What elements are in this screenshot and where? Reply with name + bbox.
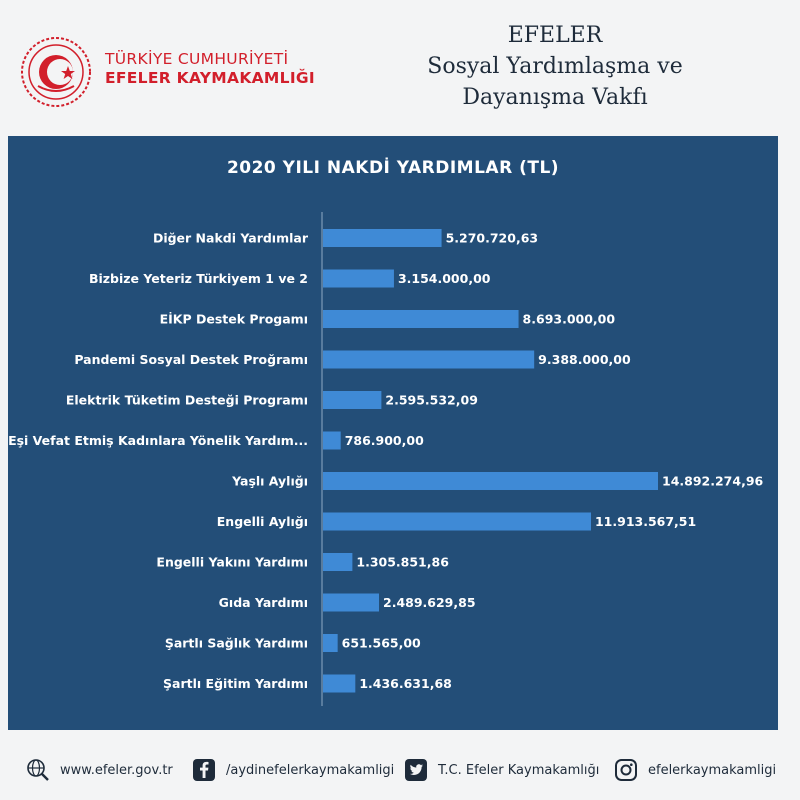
twitter-icon — [405, 759, 427, 781]
instagram-icon — [615, 759, 637, 781]
value-label: 1.305.851,86 — [356, 555, 449, 570]
value-label: 9.388.000,00 — [538, 352, 631, 367]
category-label: Şartlı Sağlık Yardımı — [165, 636, 308, 651]
value-label: 14.892.274,96 — [662, 474, 764, 489]
bar — [323, 310, 519, 328]
value-label: 5.270.720,63 — [446, 231, 539, 246]
facebook-link[interactable]: /aydinefelerkaymakamligi — [192, 758, 394, 782]
header: TÜRKİYE CUMHURİYETİ EFELER KAYMAKAMLIĞI … — [0, 0, 800, 136]
instagram-link[interactable]: efelerkaymakamligi — [614, 758, 776, 782]
category-label: Gıda Yardımı — [219, 595, 308, 610]
value-label: 8.693.000,00 — [523, 312, 616, 327]
website-text: www.efeler.gov.tr — [60, 762, 173, 778]
value-label: 651.565,00 — [342, 636, 421, 651]
twitter-link[interactable]: T.C. Efeler Kaymakamlığı — [404, 758, 599, 782]
bar — [323, 350, 535, 369]
category-label: Bizbize Yeteriz Türkiyem 1 ve 2 — [89, 271, 308, 286]
twitter-text: T.C. Efeler Kaymakamlığı — [438, 762, 600, 778]
category-label: Pandemi Sosyal Destek Proğramı — [74, 352, 308, 367]
bar — [323, 472, 658, 490]
category-label: Eşi Vefat Etmiş Kadınlara Yönelik Yardım… — [8, 433, 308, 448]
category-label: Şartlı Eğitim Yardımı — [163, 676, 308, 691]
bar — [323, 391, 382, 409]
bar — [323, 269, 394, 288]
facebook-icon — [193, 759, 215, 781]
bar — [323, 512, 591, 531]
bar — [323, 593, 380, 612]
organization-name: TÜRKİYE CUMHURİYETİ EFELER KAYMAKAMLIĞI — [105, 50, 315, 88]
foundation-line-2: Sosyal Yardımlaşma ve — [427, 54, 683, 79]
bar — [323, 674, 356, 693]
value-label: 2.489.629,85 — [383, 595, 476, 610]
website-link[interactable]: www.efeler.gov.tr — [26, 758, 173, 782]
category-label: Diğer Nakdi Yardımlar — [153, 231, 309, 246]
bar — [323, 229, 442, 247]
org-line-2: EFELER KAYMAKAMLIĞI — [105, 69, 315, 87]
value-label: 786.900,00 — [345, 433, 424, 448]
category-label: EİKP Destek Progamı — [160, 312, 308, 327]
value-label: 11.913.567,51 — [595, 514, 696, 529]
category-label: Engelli Aylığı — [217, 514, 308, 529]
foundation-name: EFELER Sosyal Yardımlaşma ve Dayanışma V… — [405, 20, 705, 113]
category-label: Engelli Yakını Yardımı — [156, 555, 308, 570]
category-label: Yaşlı Aylığı — [231, 474, 308, 489]
bar — [323, 431, 341, 450]
facebook-text: /aydinefelerkaymakamligi — [226, 762, 395, 778]
value-label: 2.595.532,09 — [385, 393, 478, 408]
foundation-line-1: EFELER — [507, 23, 603, 48]
footer — [0, 730, 800, 800]
foundation-line-3: Dayanışma Vakfı — [462, 85, 648, 110]
org-line-1: TÜRKİYE CUMHURİYETİ — [105, 50, 289, 68]
chart-title: 2020 YILI NAKDİ YARDIMLAR (TL) — [226, 158, 560, 178]
globe-search-icon — [27, 759, 49, 781]
crescent-star-emblem-icon — [21, 37, 91, 107]
bar — [323, 553, 353, 571]
value-label: 1.436.631,68 — [359, 676, 452, 691]
value-label: 3.154.000,00 — [398, 271, 491, 286]
instagram-text: efelerkaymakamligi — [648, 762, 777, 778]
bar — [323, 634, 338, 652]
category-label: Elektrik Tüketim Desteği Programı — [66, 393, 308, 408]
